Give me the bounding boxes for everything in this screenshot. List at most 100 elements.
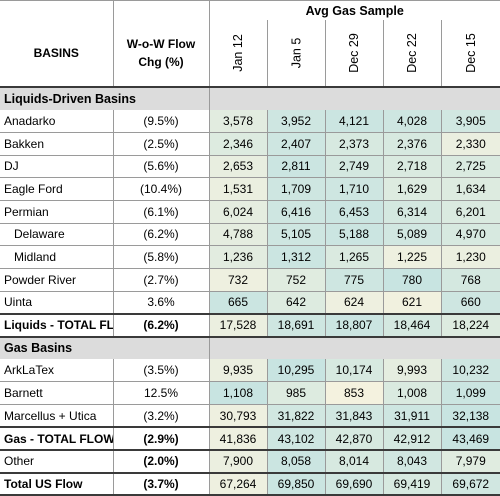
section-title: Gas Basins bbox=[0, 335, 209, 360]
basin-name: Total US Flow bbox=[0, 471, 113, 496]
date-label: Dec 22 bbox=[404, 33, 419, 73]
section-header-row: Gas Basins bbox=[0, 335, 500, 360]
flow-value: 752 bbox=[266, 268, 325, 292]
flow-value: 69,850 bbox=[266, 471, 325, 496]
flow-value: 10,174 bbox=[324, 359, 383, 383]
wow-change: (6.1%) bbox=[112, 200, 209, 224]
flow-value: 8,043 bbox=[382, 449, 441, 474]
flow-value: 6,024 bbox=[208, 200, 267, 224]
flow-value: 18,691 bbox=[266, 312, 325, 338]
date-column-header: Dec 29 bbox=[324, 20, 383, 87]
chg-column-header: W-o-W Flow Chg (%) bbox=[112, 20, 209, 87]
flow-value: 2,330 bbox=[440, 132, 500, 156]
wow-change: (2.9%) bbox=[112, 426, 209, 451]
chg-header-line-1: W-o-W Flow bbox=[126, 37, 196, 51]
wow-change: (6.2%) bbox=[112, 223, 209, 247]
flow-value: 5,105 bbox=[266, 223, 325, 247]
flow-value: 31,822 bbox=[266, 404, 325, 428]
header-chg-top-empty bbox=[112, 0, 209, 20]
flow-value: 4,788 bbox=[208, 223, 267, 247]
flow-value: 18,807 bbox=[324, 312, 383, 338]
flow-value: 69,419 bbox=[382, 471, 441, 496]
flow-value: 732 bbox=[208, 268, 267, 292]
flow-value: 3,578 bbox=[208, 109, 267, 133]
header-corner-empty bbox=[0, 0, 113, 20]
flow-value: 985 bbox=[266, 381, 325, 406]
wow-change: 12.5% bbox=[112, 381, 209, 406]
table-row: Eagle Ford (10.4%) 1,531 1,709 1,710 1,629 1,6… bbox=[0, 177, 500, 201]
flow-value: 43,469 bbox=[440, 426, 500, 451]
flow-value: 69,672 bbox=[440, 471, 500, 496]
flow-value: 624 bbox=[324, 291, 383, 315]
flow-value: 621 bbox=[382, 291, 441, 315]
flow-value: 768 bbox=[440, 268, 500, 292]
basin-name: Permian bbox=[0, 200, 113, 224]
flow-value: 17,528 bbox=[208, 312, 267, 338]
basin-name: Marcellus + Utica bbox=[0, 404, 113, 428]
date-label: Dec 29 bbox=[346, 33, 361, 73]
basin-name: ArkLaTex bbox=[0, 359, 113, 383]
wow-change: (2.0%) bbox=[112, 449, 209, 474]
flow-value: 7,900 bbox=[208, 449, 267, 474]
wow-change: (2.7%) bbox=[112, 268, 209, 292]
flow-value: 6,314 bbox=[382, 200, 441, 224]
date-column-header: Dec 15 bbox=[440, 20, 500, 87]
flow-value: 1,265 bbox=[324, 245, 383, 269]
flow-value: 775 bbox=[324, 268, 383, 292]
flow-value: 780 bbox=[382, 268, 441, 292]
flow-value: 43,102 bbox=[266, 426, 325, 451]
date-column-header: Jan 5 bbox=[266, 20, 325, 87]
date-label: Jan 12 bbox=[231, 34, 245, 72]
basin-name: Bakken bbox=[0, 132, 113, 156]
date-column-header: Dec 22 bbox=[382, 20, 441, 87]
basin-name: Other bbox=[0, 449, 113, 474]
flow-value: 2,346 bbox=[208, 132, 267, 156]
flow-value: 7,979 bbox=[440, 449, 500, 474]
basin-name: Anadarko bbox=[0, 109, 113, 133]
table-row: ArkLaTex (3.5%) 9,935 10,295 10,174 9,993 10,2… bbox=[0, 359, 500, 383]
date-label: Dec 15 bbox=[463, 33, 478, 73]
table-row: DJ (5.6%) 2,653 2,811 2,749 2,718 2,725 bbox=[0, 155, 500, 179]
wow-change: (9.5%) bbox=[112, 109, 209, 133]
date-label: Jan 5 bbox=[289, 37, 303, 69]
flow-value: 9,993 bbox=[382, 359, 441, 383]
flow-value: 30,793 bbox=[208, 404, 267, 428]
group-title: Avg Gas Sample bbox=[208, 0, 500, 20]
flow-value: 2,407 bbox=[266, 132, 325, 156]
table-row: Anadarko (9.5%) 3,578 3,952 4,121 4,028 3,905 bbox=[0, 109, 500, 133]
flow-value: 1,634 bbox=[440, 177, 500, 201]
flow-value: 2,749 bbox=[324, 155, 383, 179]
wow-change: (3.2%) bbox=[112, 404, 209, 428]
flow-value: 660 bbox=[440, 291, 500, 315]
flow-value: 10,232 bbox=[440, 359, 500, 383]
flow-value: 67,264 bbox=[208, 471, 267, 496]
section-fill bbox=[208, 335, 500, 360]
flow-value: 1,629 bbox=[382, 177, 441, 201]
basin-name: Barnett bbox=[0, 381, 113, 406]
table-row: Powder River (2.7%) 732 752 775 780 768 bbox=[0, 268, 500, 292]
flow-value: 42,912 bbox=[382, 426, 441, 451]
flow-value: 69,690 bbox=[324, 471, 383, 496]
basin-name: Powder River bbox=[0, 268, 113, 292]
wow-change: 3.6% bbox=[112, 291, 209, 315]
section-header-row: Liquids-Driven Basins bbox=[0, 86, 500, 110]
flow-value: 10,295 bbox=[266, 359, 325, 383]
flow-value: 18,464 bbox=[382, 312, 441, 338]
wow-change: (3.5%) bbox=[112, 359, 209, 383]
flow-value: 2,373 bbox=[324, 132, 383, 156]
table-row: Bakken (2.5%) 2,346 2,407 2,373 2,376 2,330 bbox=[0, 132, 500, 156]
basin-name: Delaware bbox=[0, 223, 113, 247]
wow-change: (5.8%) bbox=[112, 245, 209, 269]
flow-value: 2,725 bbox=[440, 155, 500, 179]
flow-value: 3,905 bbox=[440, 109, 500, 133]
flow-value: 31,911 bbox=[382, 404, 441, 428]
flow-value: 42,870 bbox=[324, 426, 383, 451]
flow-value: 853 bbox=[324, 381, 383, 406]
total-row: Other (2.0%) 7,900 8,058 8,014 8,043 7,979 bbox=[0, 449, 500, 474]
flow-value: 8,058 bbox=[266, 449, 325, 474]
flow-value: 32,138 bbox=[440, 404, 500, 428]
flow-value: 4,121 bbox=[324, 109, 383, 133]
wow-change: (3.7%) bbox=[112, 471, 209, 496]
